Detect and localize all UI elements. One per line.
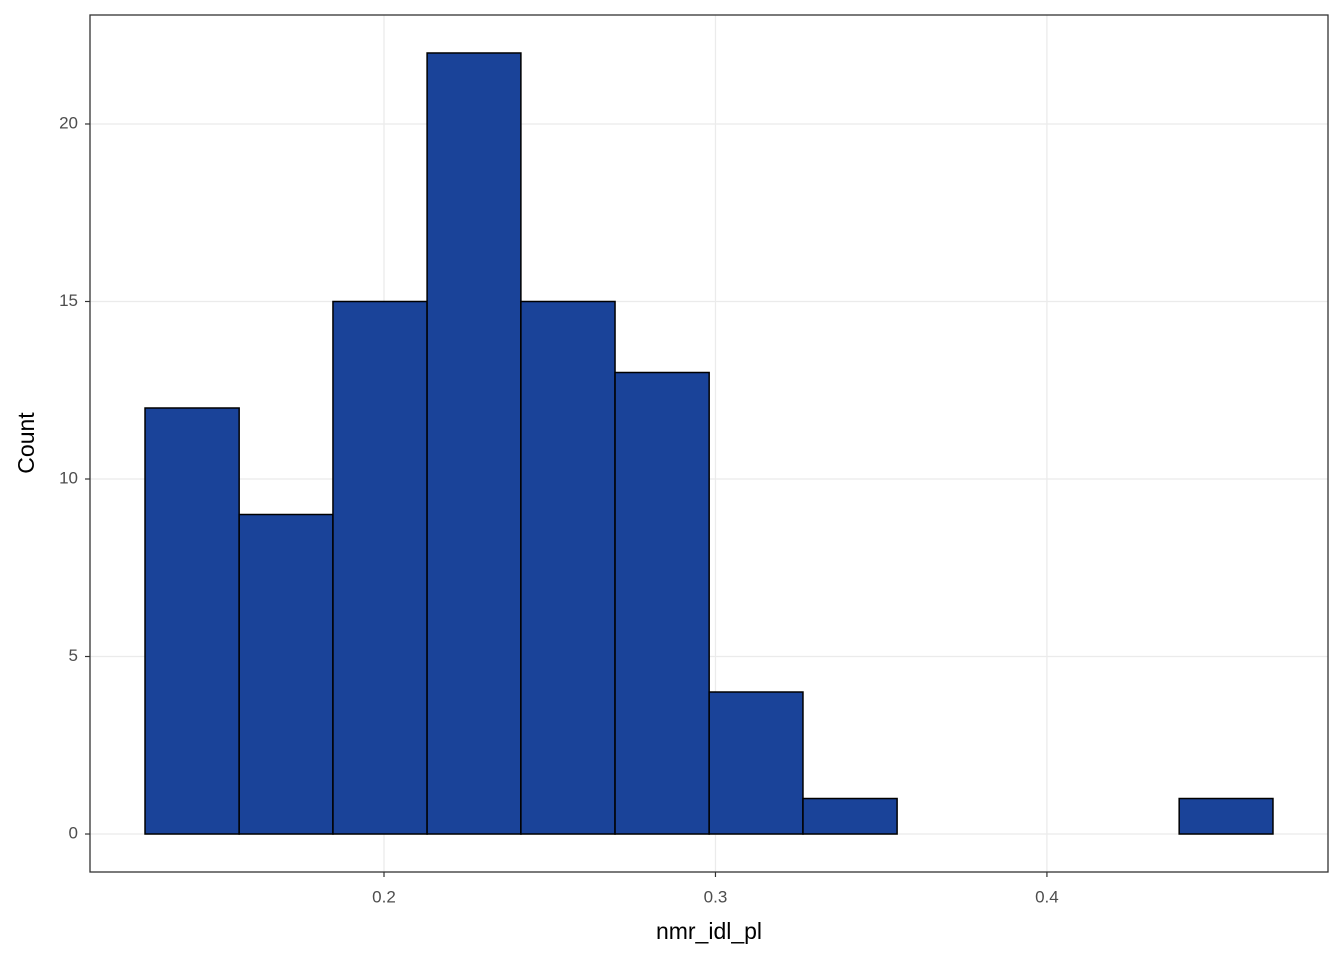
y-tick-label: 0 xyxy=(69,823,78,842)
bar xyxy=(520,300,616,835)
y-tick-label: 10 xyxy=(59,468,78,487)
bar xyxy=(1178,797,1274,835)
y-tick-label: 5 xyxy=(69,646,78,665)
bar xyxy=(426,52,522,835)
bar xyxy=(708,691,804,835)
y-axis-title: Count xyxy=(13,412,39,474)
y-tick-label: 20 xyxy=(59,113,78,132)
x-tick-label: 0.4 xyxy=(1035,887,1059,906)
panel-border xyxy=(89,14,1329,873)
bar xyxy=(144,407,240,835)
x-tick-label: 0.2 xyxy=(372,887,396,906)
bar xyxy=(614,371,710,835)
bar xyxy=(238,513,334,835)
x-tick-label: 0.3 xyxy=(704,887,728,906)
y-tick-label: 15 xyxy=(59,291,78,310)
bar xyxy=(332,300,428,835)
bar xyxy=(802,797,898,835)
x-axis-title: nmr_idl_pl xyxy=(656,918,762,944)
